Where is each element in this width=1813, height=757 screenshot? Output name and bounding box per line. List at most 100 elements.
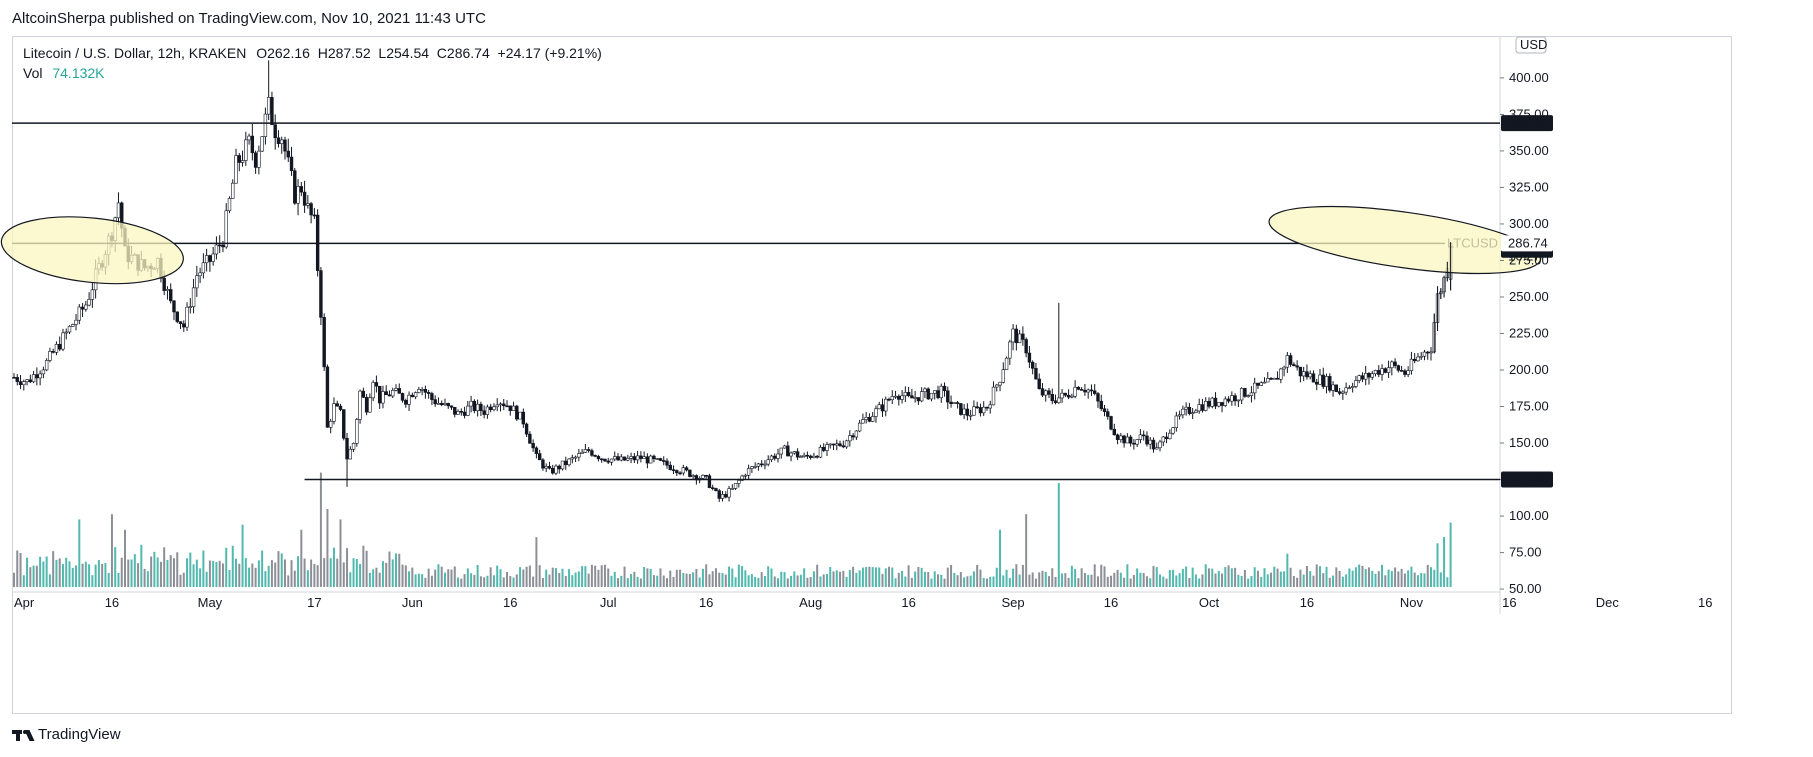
candle[interactable] [1030, 360, 1035, 375]
candle[interactable] [231, 179, 235, 199]
candle[interactable] [1399, 365, 1404, 372]
candle[interactable] [893, 390, 898, 399]
candle[interactable] [720, 490, 725, 502]
candle[interactable] [988, 400, 992, 414]
candle[interactable] [1106, 408, 1110, 420]
candle[interactable] [874, 405, 878, 423]
candle[interactable] [505, 400, 509, 408]
candle[interactable] [22, 379, 26, 391]
candle[interactable] [789, 451, 793, 462]
candle[interactable] [35, 367, 39, 386]
candle[interactable] [1422, 349, 1427, 361]
candle[interactable] [648, 454, 653, 464]
candle[interactable] [38, 370, 42, 386]
candle[interactable] [795, 448, 800, 461]
candle[interactable] [671, 465, 676, 474]
candle[interactable] [573, 455, 578, 463]
candle[interactable] [900, 390, 904, 404]
candle[interactable] [1383, 367, 1388, 374]
candle[interactable] [662, 456, 666, 466]
candle[interactable] [1288, 352, 1293, 367]
candle[interactable] [1249, 386, 1254, 403]
candle[interactable] [933, 390, 937, 400]
candle[interactable] [580, 449, 584, 454]
candle[interactable] [528, 431, 532, 444]
candle[interactable] [1034, 362, 1038, 380]
candle[interactable] [420, 387, 424, 396]
candle[interactable] [560, 460, 565, 471]
candle[interactable] [1168, 429, 1172, 440]
candle[interactable] [1164, 432, 1169, 444]
candle[interactable] [613, 451, 617, 462]
candle[interactable] [854, 430, 859, 440]
candle[interactable] [306, 195, 310, 209]
candle[interactable] [253, 150, 258, 174]
candle[interactable] [808, 454, 813, 460]
candle[interactable] [502, 398, 506, 411]
candle[interactable] [299, 182, 304, 197]
currency-badge[interactable]: USD [1515, 36, 1547, 54]
candle[interactable] [1184, 402, 1188, 416]
candle[interactable] [18, 375, 23, 390]
candle[interactable] [1256, 382, 1260, 389]
candle[interactable] [691, 474, 695, 480]
candle[interactable] [756, 462, 761, 471]
candle[interactable] [1011, 324, 1015, 351]
candle[interactable] [1344, 382, 1348, 396]
candle[interactable] [377, 385, 382, 409]
candle[interactable] [257, 145, 261, 175]
candle[interactable] [962, 404, 966, 420]
candle[interactable] [714, 487, 718, 492]
candle[interactable] [1079, 387, 1084, 391]
candle[interactable] [31, 370, 36, 384]
candle[interactable] [495, 398, 499, 412]
candle[interactable] [247, 133, 251, 145]
candle[interactable] [329, 418, 333, 434]
candle[interactable] [1027, 345, 1032, 368]
candle[interactable] [606, 457, 610, 464]
candle[interactable] [58, 336, 62, 352]
candle[interactable] [551, 464, 555, 475]
candle[interactable] [929, 392, 934, 402]
candle[interactable] [358, 389, 362, 424]
candle[interactable] [28, 374, 33, 384]
candle[interactable] [776, 448, 780, 463]
candle[interactable] [1115, 433, 1120, 445]
candle[interactable] [593, 454, 597, 458]
candle[interactable] [1083, 384, 1087, 396]
candle[interactable] [835, 439, 839, 451]
candle[interactable] [1187, 402, 1192, 416]
candle[interactable] [1021, 326, 1025, 346]
candle[interactable] [1324, 373, 1329, 394]
candle[interactable] [733, 483, 738, 491]
candle[interactable] [1230, 391, 1234, 406]
candle[interactable] [619, 454, 623, 462]
candle[interactable] [639, 451, 643, 463]
candle[interactable] [1008, 339, 1012, 365]
candle[interactable] [1364, 365, 1368, 386]
candle[interactable] [1197, 398, 1201, 414]
candle[interactable] [870, 411, 875, 423]
candle[interactable] [1063, 392, 1068, 398]
candle[interactable] [430, 391, 434, 406]
candle[interactable] [67, 325, 72, 334]
candle[interactable] [1419, 351, 1423, 361]
candle[interactable] [459, 408, 464, 416]
candle[interactable] [1004, 356, 1009, 370]
candle[interactable] [991, 381, 996, 406]
candle[interactable] [1093, 384, 1097, 396]
candle[interactable] [178, 321, 183, 330]
candle[interactable] [1354, 375, 1358, 389]
candle[interactable] [1053, 394, 1058, 405]
candle[interactable] [224, 203, 228, 249]
candle[interactable] [1001, 362, 1005, 384]
candle[interactable] [12, 373, 16, 379]
candle[interactable] [387, 390, 392, 397]
candle[interactable] [1066, 389, 1071, 400]
candle[interactable] [338, 403, 343, 412]
candle[interactable] [626, 454, 630, 462]
candle[interactable] [1409, 351, 1414, 375]
candle[interactable] [916, 397, 921, 405]
candle[interactable] [596, 454, 601, 462]
candle[interactable] [717, 488, 721, 502]
